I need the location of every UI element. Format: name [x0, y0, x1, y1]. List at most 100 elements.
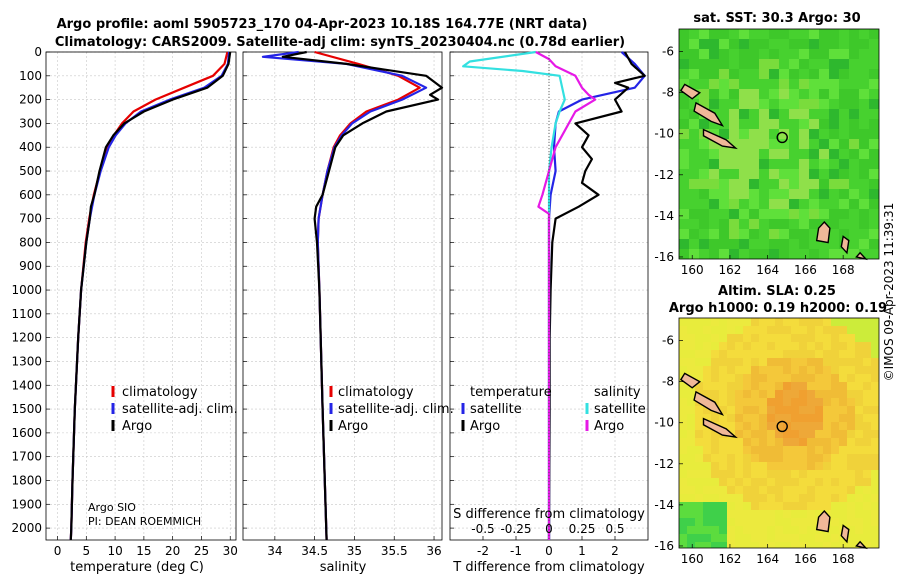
- map-cell: [703, 374, 711, 382]
- y-tick-label: -8: [662, 375, 674, 389]
- map-cell: [839, 382, 847, 390]
- map-cell: [769, 29, 779, 39]
- map-cell: [855, 454, 863, 462]
- map-cell: [829, 209, 839, 219]
- map-cell: [769, 249, 779, 259]
- map-cell: [855, 374, 863, 382]
- x-tick-label: 166: [794, 263, 817, 277]
- map-cell: [743, 518, 751, 526]
- x-tick-label: 20: [165, 544, 180, 558]
- map-cell: [869, 179, 879, 189]
- y-tick-label: 1700: [11, 450, 42, 464]
- map-cell: [679, 494, 687, 502]
- map-cell: [819, 29, 829, 39]
- map-cell: [727, 422, 735, 430]
- temp-legend-satellite: satellite-adj. clim.: [122, 402, 238, 417]
- map-cell: [855, 334, 863, 342]
- map-cell: [759, 414, 767, 422]
- map-cell: [839, 438, 847, 446]
- map-cell: [863, 358, 871, 366]
- map-cell: [809, 199, 819, 209]
- map-cell: [799, 239, 809, 249]
- map-cell: [807, 374, 815, 382]
- map-cell: [699, 169, 709, 179]
- map-cell: [831, 326, 839, 334]
- map-cell: [799, 229, 809, 239]
- map-cell: [775, 510, 783, 518]
- map-cell: [759, 406, 767, 414]
- map-cell: [775, 526, 783, 534]
- map-cell: [863, 430, 871, 438]
- map-cell: [679, 249, 689, 259]
- island-landmass: [702, 417, 738, 439]
- x-tick-label: 36: [426, 544, 441, 558]
- map-cell: [829, 119, 839, 129]
- map-cell: [735, 470, 743, 478]
- map-cell: [871, 502, 879, 510]
- map-cell: [695, 358, 703, 366]
- y-tick-label: 0: [34, 45, 42, 59]
- map-cell: [749, 159, 759, 169]
- map-cell: [809, 219, 819, 229]
- map-cell: [709, 209, 719, 219]
- map-cell: [769, 109, 779, 119]
- map-cell: [869, 169, 879, 179]
- map-cell: [839, 249, 849, 259]
- map-cell: [743, 430, 751, 438]
- map-cell: [849, 249, 859, 259]
- map-cell: [847, 446, 855, 454]
- map-cell: [855, 326, 863, 334]
- map-cell: [869, 239, 879, 249]
- map-cell: [791, 438, 799, 446]
- map-cell: [711, 526, 719, 534]
- map-cell: [719, 406, 727, 414]
- map-cell: [699, 99, 709, 109]
- map-cell: [847, 510, 855, 518]
- map-cell: [831, 462, 839, 470]
- map-cell: [849, 149, 859, 159]
- map-cell: [809, 99, 819, 109]
- map-cell: [703, 518, 711, 526]
- map-cell: [695, 366, 703, 374]
- map-cell: [839, 326, 847, 334]
- map-cell: [871, 462, 879, 470]
- map-cell: [783, 526, 791, 534]
- map-cell: [735, 374, 743, 382]
- map-cell: [687, 326, 695, 334]
- map-cell: [775, 326, 783, 334]
- map-cell: [869, 189, 879, 199]
- map-cell: [749, 199, 759, 209]
- map-cell: [719, 209, 729, 219]
- sst-map-title: sat. SST: 30.3 Argo: 30: [693, 11, 860, 26]
- map-cell: [727, 382, 735, 390]
- map-cell: [831, 518, 839, 526]
- map-cell: [695, 502, 703, 510]
- map-cell: [679, 239, 689, 249]
- map-cell: [807, 318, 815, 326]
- map-cell: [679, 326, 687, 334]
- map-cell: [729, 239, 739, 249]
- map-cell: [791, 326, 799, 334]
- map-cell: [823, 494, 831, 502]
- map-cell: [855, 438, 863, 446]
- map-cell: [839, 398, 847, 406]
- map-cell: [759, 390, 767, 398]
- map-cell: [749, 179, 759, 189]
- map-cell: [703, 326, 711, 334]
- map-cell: [823, 478, 831, 486]
- map-cell: [855, 510, 863, 518]
- map-cell: [743, 350, 751, 358]
- map-cell: [775, 542, 783, 548]
- map-cell: [735, 350, 743, 358]
- map-cell: [759, 342, 767, 350]
- map-cell: [871, 470, 879, 478]
- map-cell: [831, 342, 839, 350]
- map-cell: [727, 374, 735, 382]
- map-cell: [799, 79, 809, 89]
- map-cell: [729, 219, 739, 229]
- map-cell: [807, 502, 815, 510]
- map-cell: [695, 486, 703, 494]
- map-cell: [775, 438, 783, 446]
- map-cell: [735, 534, 743, 542]
- map-cell: [759, 454, 767, 462]
